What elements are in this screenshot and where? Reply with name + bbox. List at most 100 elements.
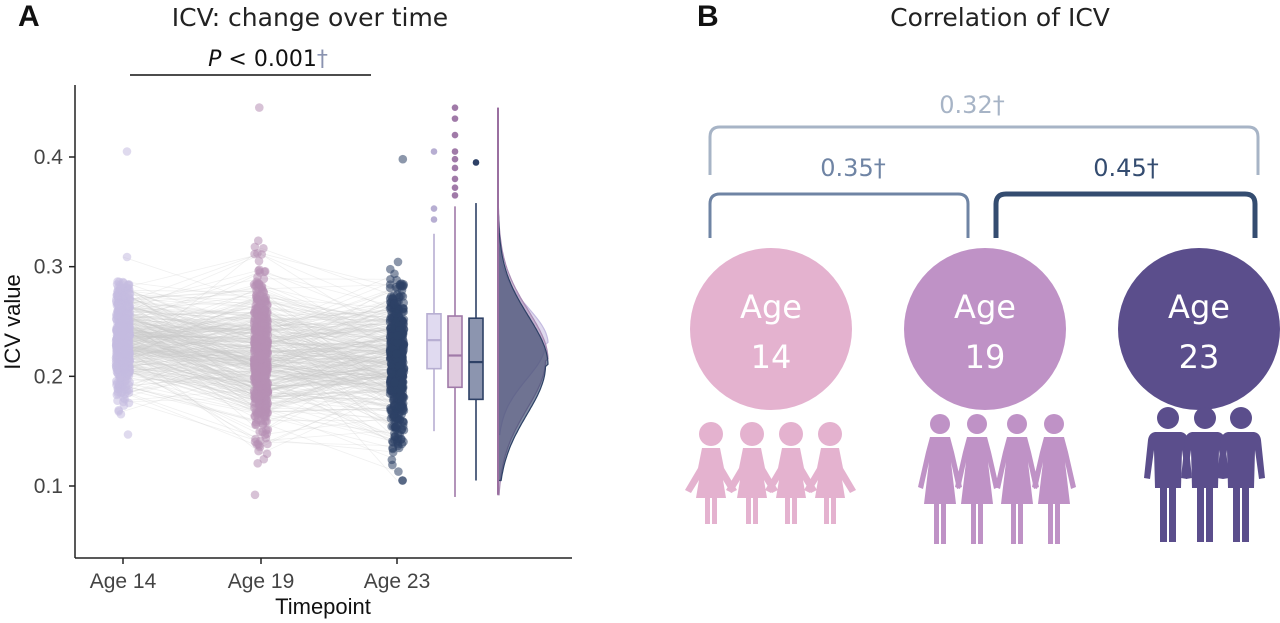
boxplot-outlier (451, 115, 459, 122)
panel-a-title: ICV: change over time (172, 3, 448, 32)
data-point (398, 282, 408, 291)
boxplot-outlier (451, 164, 459, 172)
panel-b-label: B (697, 0, 719, 33)
bracket-14-19 (708, 192, 970, 238)
boxplot-outlier (430, 205, 438, 212)
significance-label: P < 0.001† (208, 47, 328, 72)
data-point (122, 147, 132, 156)
data-point (114, 405, 123, 415)
y-tick-label: 0.3 (34, 256, 63, 279)
data-point (255, 382, 264, 391)
data-point (124, 357, 134, 366)
data-point (256, 351, 266, 361)
boxplot-box (447, 315, 463, 389)
data-point (252, 293, 261, 303)
data-point (250, 400, 259, 409)
y-tick-label: 0.2 (34, 365, 63, 388)
boxplot-outlier (451, 131, 459, 139)
data-point (113, 299, 122, 309)
boxplots (426, 104, 484, 497)
woman-group-icon (918, 414, 1076, 544)
boxplot-outlier (451, 104, 459, 111)
data-point (398, 154, 408, 164)
data-point (120, 345, 129, 355)
x-axis-ticks: Age 14 Age 19 Age 23 (90, 558, 430, 593)
age-14-circle (690, 248, 852, 410)
data-point (250, 412, 260, 421)
data-point (254, 279, 264, 289)
data-point (123, 301, 132, 311)
data-point (123, 430, 133, 439)
data-point (113, 310, 123, 319)
data-point (252, 341, 261, 351)
data-point (120, 363, 130, 373)
data-point (124, 280, 134, 290)
data-point (397, 368, 407, 377)
data-point (253, 393, 262, 403)
data-point (121, 293, 130, 302)
boxplot-box (468, 317, 484, 401)
y-axis-ticks: 0.1 0.2 0.3 0.4 (34, 146, 75, 498)
data-point (390, 299, 399, 309)
boxplot-outlier (430, 148, 438, 155)
data-point (250, 242, 260, 252)
data-point (261, 401, 270, 411)
data-point (387, 368, 396, 378)
data-point (399, 393, 409, 402)
correlation-19-23: 0.45† (1093, 154, 1158, 182)
data-point (250, 359, 259, 368)
data-point (398, 292, 408, 301)
data-point (390, 429, 399, 438)
age-23-line2: 23 (1179, 338, 1220, 376)
data-point (254, 326, 264, 336)
data-point (260, 267, 270, 276)
boxplot-outlier (451, 148, 459, 155)
age-23-line1: Age (1168, 288, 1230, 326)
correlation-14-23: 0.32† (939, 91, 1004, 119)
data-point (393, 338, 402, 347)
age-23-circle (1118, 248, 1280, 410)
data-point (125, 322, 135, 332)
density-clouds (497, 107, 549, 496)
data-point (262, 341, 272, 351)
data-point (112, 280, 122, 289)
panel-b-title: Correlation of ICV (890, 3, 1110, 32)
data-point (395, 402, 405, 412)
data-point (397, 380, 407, 390)
age-19-line2: 19 (965, 338, 1006, 376)
data-point (390, 378, 400, 387)
boxplot-outlier (451, 192, 459, 199)
age-19-circle (904, 248, 1066, 410)
bracket-19-23 (993, 191, 1258, 238)
age-14-line1: Age (740, 288, 802, 326)
data-point (112, 378, 122, 388)
panel-a-label: A (18, 0, 40, 33)
data-point (251, 420, 260, 430)
density-cloud (497, 159, 549, 482)
boxplot-outlier (430, 216, 438, 223)
data-point (250, 490, 260, 500)
correlation-14-19: 0.35† (820, 154, 885, 182)
data-point (393, 257, 403, 267)
data-points (111, 103, 409, 500)
data-point (388, 443, 397, 453)
age-19-line1: Age (954, 288, 1016, 326)
data-point (257, 334, 266, 344)
boxplot-outlier (451, 175, 459, 183)
data-point (253, 459, 262, 468)
x-tick-label: Age 19 (228, 570, 295, 593)
data-point (121, 314, 130, 324)
age-14-line2: 14 (751, 338, 792, 376)
data-point (392, 349, 401, 359)
y-axis-label: ICV value (0, 274, 25, 369)
data-point (387, 322, 396, 332)
data-point (253, 439, 263, 449)
girl-group-icon (685, 422, 856, 524)
data-point (259, 244, 268, 253)
data-point (122, 252, 132, 262)
x-tick-label: Age 14 (90, 570, 157, 593)
boxplot-outlier (451, 155, 459, 163)
data-point (254, 103, 264, 112)
data-point (261, 305, 270, 315)
